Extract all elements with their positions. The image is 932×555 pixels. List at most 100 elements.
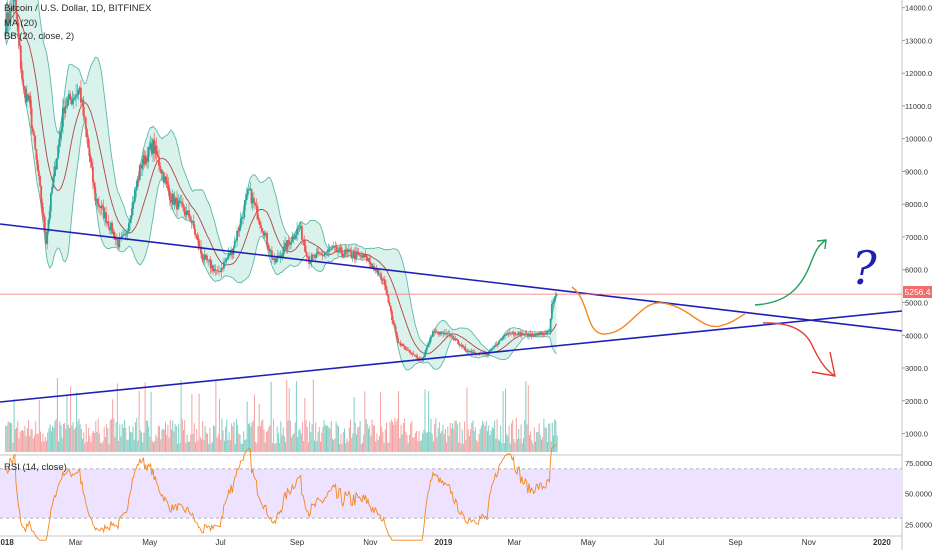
volume-bar: [53, 427, 55, 452]
projection-path[interactable]: [571, 286, 746, 335]
candle-body: [236, 230, 238, 241]
volume-bar: [281, 435, 283, 452]
candle-body: [541, 332, 544, 334]
volume-bar: [108, 443, 110, 452]
candle-body: [353, 252, 356, 260]
candle-body: [247, 190, 249, 195]
candle-body: [99, 206, 101, 209]
volume-bar: [454, 420, 456, 452]
candle-body: [409, 350, 411, 353]
volume-bar: [113, 418, 115, 452]
candle-body: [4, 34, 7, 35]
descending-trendline[interactable]: [0, 223, 903, 332]
volume-bar: [73, 429, 75, 452]
candle-body: [301, 226, 303, 240]
volume-bar: [160, 439, 162, 452]
candle-body: [143, 155, 146, 165]
volume-bar: [311, 423, 313, 452]
candle-body: [101, 205, 104, 208]
candle-body: [185, 211, 188, 216]
candle-body: [238, 227, 241, 232]
price-tick-label: 7000.0: [905, 233, 928, 242]
candle-body: [248, 188, 250, 191]
candle-body: [529, 333, 532, 337]
candle-body: [150, 143, 153, 155]
volume-bar: [258, 403, 260, 452]
candle-body: [542, 333, 545, 334]
volume-bar: [478, 434, 480, 452]
volume-bar: [407, 443, 409, 452]
volume-bar: [286, 379, 288, 452]
candle-body: [218, 270, 220, 272]
volume-bar: [519, 438, 521, 452]
volume-bar: [42, 433, 44, 452]
candle-body: [75, 94, 77, 97]
volume-bar: [229, 440, 231, 452]
candle-body: [46, 231, 49, 244]
rsi-tick-label: 75.0000: [905, 459, 932, 468]
candle-body: [430, 336, 433, 338]
ascending-trendline[interactable]: [0, 310, 903, 403]
rsi-line: [5, 444, 557, 541]
candle-body: [440, 331, 443, 334]
candle-body: [448, 333, 451, 335]
volume-bar: [166, 434, 168, 452]
candle-body: [66, 99, 69, 106]
volume-bar: [362, 442, 363, 452]
candle-body: [423, 354, 426, 358]
volume-bar: [251, 422, 253, 452]
volume-bar: [484, 426, 486, 452]
volume-bar: [163, 429, 165, 452]
volume-bar: [22, 430, 23, 452]
rsi-indicator-label[interactable]: RSI (14, close): [4, 462, 67, 473]
ma-indicator-label[interactable]: MA (20): [4, 18, 38, 29]
candle-body: [326, 251, 329, 253]
volume-bar: [231, 423, 233, 452]
candle-body: [347, 249, 350, 252]
price-tick-label: 3000.0: [905, 364, 928, 373]
candle-body: [338, 247, 341, 252]
volume-bar: [414, 433, 416, 452]
volume-bar: [318, 427, 320, 452]
candle-body: [81, 99, 83, 103]
candle-body: [457, 340, 459, 344]
volume-bar: [530, 431, 532, 452]
candle-body: [69, 93, 71, 100]
bb-indicator-label[interactable]: BB (20, close, 2): [4, 31, 75, 42]
volume-bar: [434, 424, 436, 452]
candle-body: [502, 336, 505, 338]
time-axis-label: Jul: [654, 538, 664, 547]
candle-body: [543, 333, 546, 334]
volume-bar: [165, 421, 166, 452]
volume-bar: [225, 426, 227, 452]
candle-body: [155, 145, 158, 155]
candle-body: [86, 129, 88, 138]
candle-body: [530, 334, 533, 337]
candle-body: [10, 7, 13, 9]
volume-bar: [370, 435, 372, 452]
candle-body: [18, 36, 21, 46]
bearish-arrow-head: [811, 351, 836, 377]
candle-body: [88, 147, 91, 156]
bullish-arrow[interactable]: [754, 239, 827, 306]
candle-body: [200, 246, 202, 254]
volume-bar: [464, 421, 466, 452]
volume-bar: [147, 420, 148, 452]
candle-body: [12, 0, 15, 11]
question-mark-annotation[interactable]: ?: [852, 241, 877, 295]
symbol-title[interactable]: Bitcoin / U.S. Dollar, 1D, BITFINEX: [4, 3, 152, 14]
volume-bar: [406, 434, 408, 452]
candle-body: [71, 98, 74, 104]
time-axis-label: Nov: [363, 538, 377, 547]
volume-bar: [36, 433, 38, 452]
volume-bar: [227, 440, 229, 452]
candle-body: [444, 333, 446, 335]
volume-bar: [34, 435, 35, 452]
bearish-arrow[interactable]: [762, 322, 836, 377]
candle-body: [285, 243, 288, 250]
volume-bar: [54, 420, 56, 452]
candle-body: [549, 318, 552, 332]
candle-body: [60, 127, 63, 132]
